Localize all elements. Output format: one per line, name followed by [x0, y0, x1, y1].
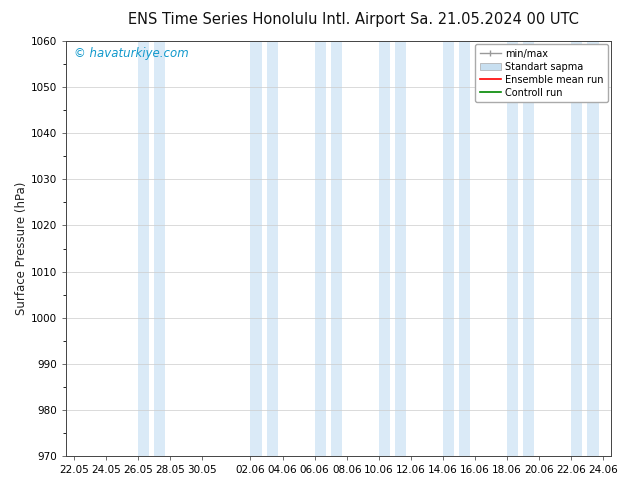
Bar — [507, 41, 519, 456]
Bar — [378, 41, 390, 456]
Bar — [250, 41, 262, 456]
Bar — [154, 41, 165, 456]
Text: © havaturkiye.com: © havaturkiye.com — [74, 47, 189, 60]
Bar — [266, 41, 278, 456]
Bar — [314, 41, 326, 456]
Legend: min/max, Standart sapma, Ensemble mean run, Controll run: min/max, Standart sapma, Ensemble mean r… — [475, 44, 609, 102]
Y-axis label: Surface Pressure (hPa): Surface Pressure (hPa) — [15, 182, 28, 315]
Text: Sa. 21.05.2024 00 UTC: Sa. 21.05.2024 00 UTC — [410, 12, 579, 27]
Text: ENS Time Series Honolulu Intl. Airport: ENS Time Series Honolulu Intl. Airport — [127, 12, 405, 27]
Bar — [571, 41, 583, 456]
Bar — [443, 41, 454, 456]
Bar — [395, 41, 406, 456]
Bar — [331, 41, 342, 456]
Bar — [587, 41, 598, 456]
Bar — [459, 41, 470, 456]
Bar — [523, 41, 534, 456]
Bar — [138, 41, 150, 456]
